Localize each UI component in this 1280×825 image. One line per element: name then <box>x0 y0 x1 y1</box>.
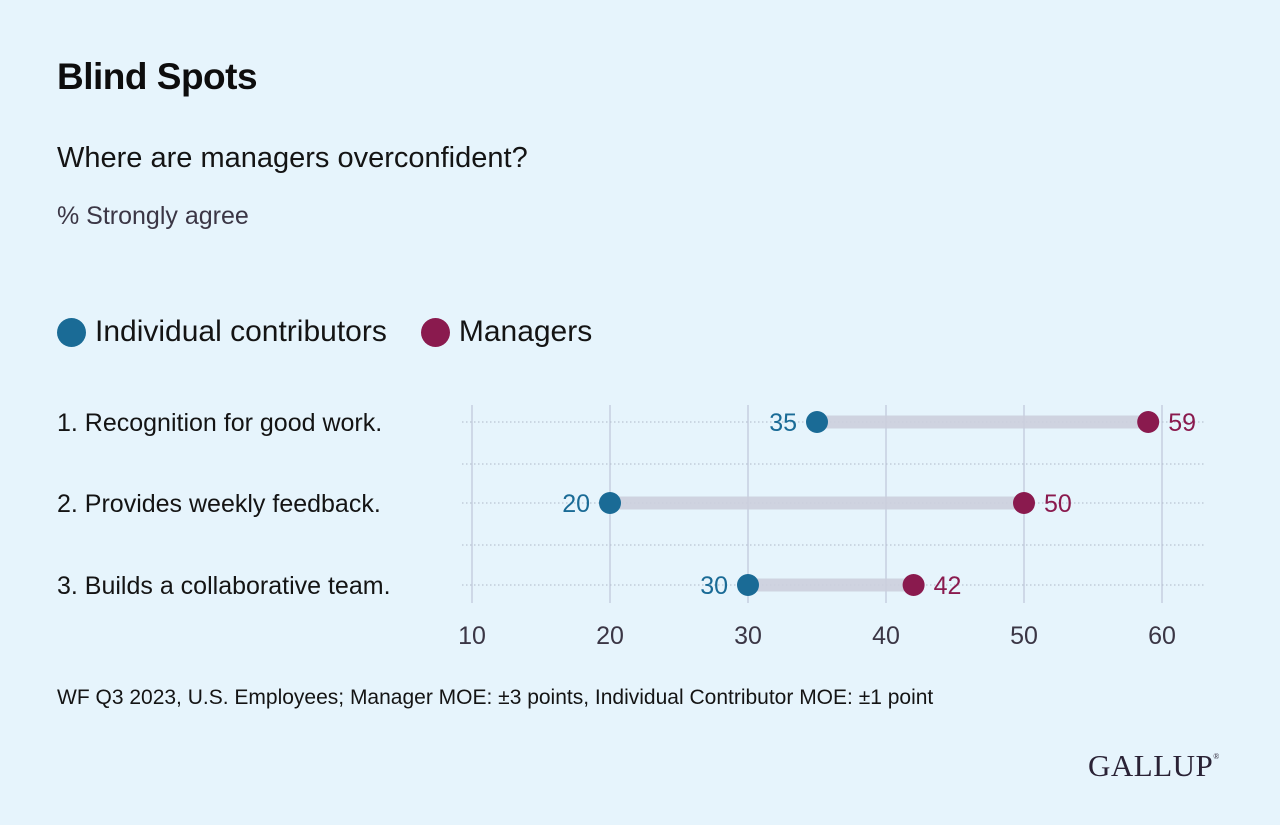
legend-marker-managers <box>420 317 450 347</box>
x-tick-label: 60 <box>1148 622 1176 650</box>
value-label-individual-contributors: 35 <box>769 409 797 437</box>
dot-managers <box>902 574 925 596</box>
x-tick-label: 30 <box>734 622 762 650</box>
chart-subtitle: Where are managers overconfident? <box>57 142 528 174</box>
category-label: 3. Builds a collaborative team. <box>57 572 391 600</box>
unit-label: % Strongly agree <box>57 202 249 230</box>
value-label-managers: 59 <box>1168 409 1196 437</box>
source-note: WF Q3 2023, U.S. Employees; Manager MOE:… <box>57 686 934 709</box>
chart-title: Blind Spots <box>57 56 258 97</box>
gallup-logo: GALLUP® <box>1088 748 1220 784</box>
dot-managers <box>1013 492 1035 514</box>
dot-individual-contributors <box>737 574 759 596</box>
legend-item-managers: Managers <box>420 315 593 349</box>
dot-managers <box>1137 411 1160 433</box>
x-tick-label: 20 <box>596 622 624 650</box>
value-label-individual-contributors: 20 <box>562 490 590 518</box>
registered-mark: ® <box>1213 752 1220 761</box>
x-tick-label: 10 <box>458 622 486 650</box>
value-label-managers: 42 <box>934 572 962 600</box>
x-tick-label: 50 <box>1010 622 1038 650</box>
logo-text: GALLUP <box>1088 748 1214 783</box>
dot-individual-contributors <box>599 492 621 514</box>
x-tick-label: 40 <box>872 622 900 650</box>
legend-marker-individual-contributors <box>57 317 86 347</box>
legend-label: Managers <box>458 315 593 348</box>
legend: Individual contributors Managers <box>57 315 626 349</box>
value-label-managers: 50 <box>1044 490 1072 518</box>
category-label: 2. Provides weekly feedback. <box>57 490 381 518</box>
legend-label: Individual contributors <box>95 315 387 348</box>
dot-individual-contributors <box>806 411 828 433</box>
value-label-individual-contributors: 30 <box>700 572 728 600</box>
category-label: 1. Recognition for good work. <box>57 409 382 437</box>
legend-item-individual-contributors: Individual contributors <box>57 315 387 349</box>
